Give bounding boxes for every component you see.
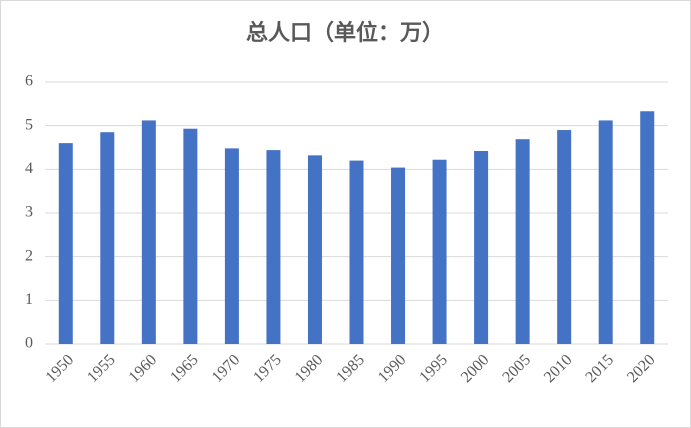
bar [266,150,281,344]
bar [391,167,406,344]
bar [557,130,572,344]
y-tick-label: 4 [25,160,33,177]
bar [515,139,530,344]
bar [224,148,239,344]
bar [432,159,447,344]
bar [349,160,364,344]
bar [307,155,322,344]
chart-title: 总人口（单位：万） [246,20,444,45]
bar [598,120,613,344]
bar [474,150,489,344]
y-tick-label: 1 [25,291,33,308]
y-tick-label: 6 [25,73,33,90]
bar [100,132,115,344]
y-tick-label: 2 [25,247,33,264]
bar [141,120,156,344]
y-tick-label: 3 [25,204,33,221]
y-tick-label: 5 [25,116,33,133]
bar [58,143,73,344]
bar [183,128,198,344]
y-tick-label: 0 [25,335,33,352]
bar [640,111,655,344]
